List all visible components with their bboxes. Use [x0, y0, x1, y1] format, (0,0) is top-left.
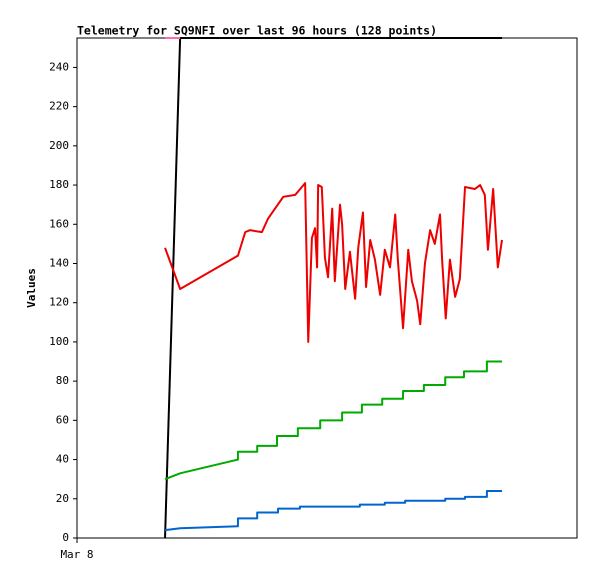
y-tick-label: 40 — [56, 453, 69, 466]
y-tick-label: 240 — [49, 60, 69, 73]
y-tick-label: 20 — [56, 492, 69, 505]
y-axis-label: Values — [25, 268, 38, 308]
plot-area — [164, 37, 503, 539]
y-tick-label: 80 — [56, 374, 69, 387]
y-tick-label: 220 — [49, 100, 69, 113]
series-line — [164, 489, 502, 532]
y-tick-label: 180 — [49, 178, 69, 191]
y-tick-label: 60 — [56, 413, 69, 426]
y-tick-label: 100 — [49, 335, 69, 348]
plot-frame — [76, 37, 578, 539]
series-line — [164, 37, 502, 539]
y-tick-label: 120 — [49, 296, 69, 309]
y-tick-label: 200 — [49, 139, 69, 152]
y-tick-label: 160 — [49, 217, 69, 230]
series-line — [164, 182, 503, 343]
x-tick-label: Mar 8 — [60, 548, 93, 561]
y-tick-label: 140 — [49, 256, 69, 269]
chart-title: Telemetry for SQ9NFI over last 96 hours … — [77, 24, 437, 38]
series-line — [164, 360, 502, 481]
y-tick-label: 0 — [62, 531, 69, 544]
